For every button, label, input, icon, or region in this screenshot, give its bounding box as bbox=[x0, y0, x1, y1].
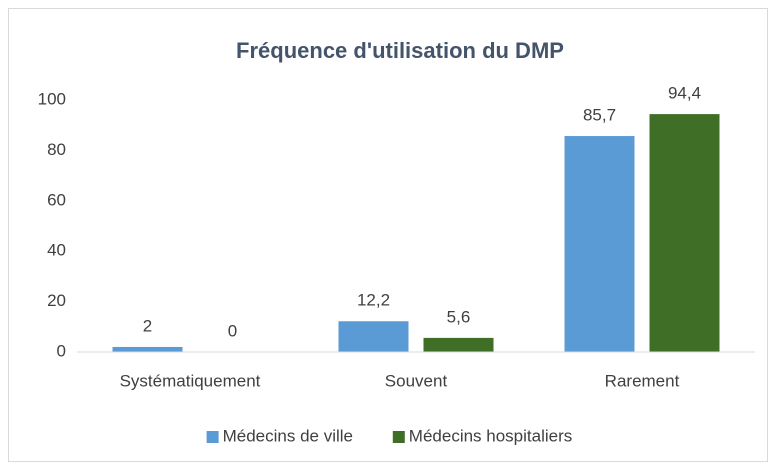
x-tick-label: Rarement bbox=[605, 371, 680, 390]
bar bbox=[649, 114, 720, 352]
y-tick-label: 20 bbox=[47, 291, 66, 310]
value-label: 0 bbox=[228, 321, 237, 340]
y-tick-label: 100 bbox=[38, 89, 66, 108]
y-tick-label: 0 bbox=[57, 341, 66, 360]
y-tick-label: 60 bbox=[47, 190, 66, 209]
value-label: 94,4 bbox=[668, 84, 701, 103]
value-label: 2 bbox=[143, 316, 152, 335]
x-tick-label: Systématiquement bbox=[120, 371, 261, 390]
legend-label: Médecins de ville bbox=[223, 426, 353, 445]
chart-frame bbox=[8, 8, 768, 462]
legend-swatch bbox=[206, 431, 219, 443]
value-label: 12,2 bbox=[357, 291, 390, 310]
value-label: 85,7 bbox=[583, 106, 616, 125]
x-tick-label: Souvent bbox=[385, 371, 448, 390]
y-tick-label: 40 bbox=[47, 241, 66, 260]
y-tick-label: 80 bbox=[47, 140, 66, 159]
value-label: 5,6 bbox=[447, 307, 471, 326]
legend-label: Médecins hospitaliers bbox=[409, 426, 572, 445]
bar bbox=[423, 337, 494, 352]
bar bbox=[564, 136, 635, 352]
bar bbox=[112, 346, 183, 352]
bar bbox=[338, 321, 409, 352]
legend-swatch bbox=[392, 431, 405, 443]
chart-title: Fréquence d'utilisation du DMP bbox=[236, 38, 564, 63]
